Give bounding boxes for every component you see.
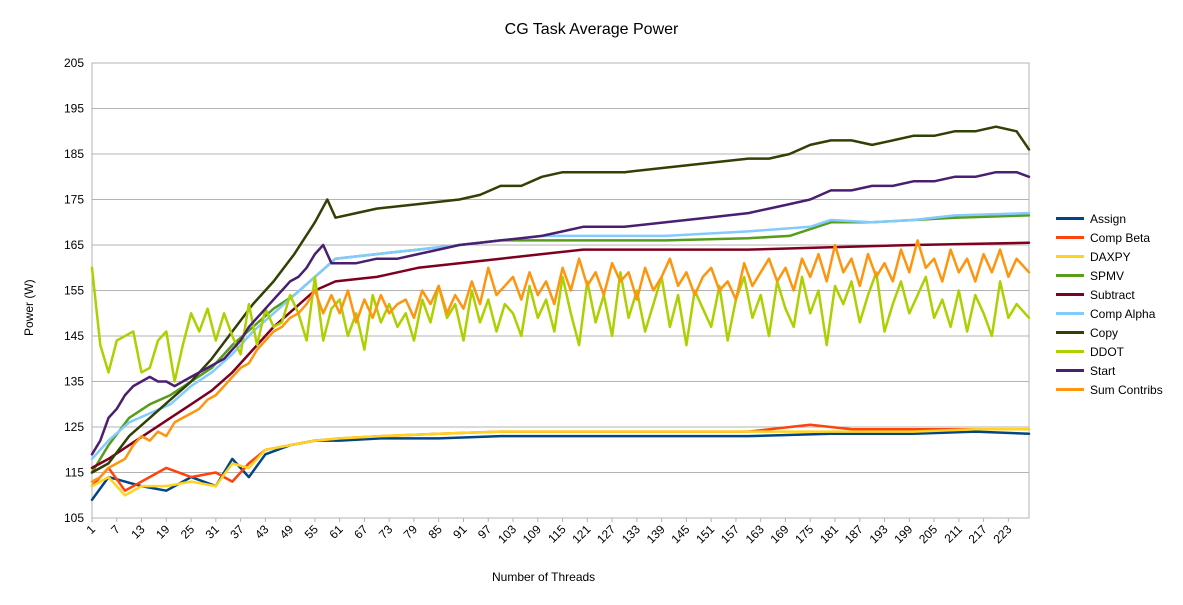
- series-line-assign: [90, 430, 1031, 502]
- y-axis-label: Power (W): [22, 279, 36, 336]
- legend-item: DAXPY: [1056, 247, 1163, 266]
- series-line-daxpy: [90, 428, 1031, 497]
- legend-label: Assign: [1090, 211, 1127, 226]
- y-tick-label: 115: [65, 466, 84, 480]
- legend-label: Subtract: [1090, 287, 1135, 302]
- y-tick-label: 145: [64, 329, 84, 343]
- series-line-ddot: [90, 266, 1031, 383]
- x-tick-label: 127: [594, 522, 618, 546]
- legend-label: Sum Contribs: [1090, 382, 1163, 397]
- series-line-start: [90, 170, 1031, 456]
- legend-swatch: [1056, 369, 1084, 372]
- legend-swatch: [1056, 388, 1084, 391]
- x-tick-label: 115: [545, 522, 569, 546]
- y-tick-label: 135: [64, 375, 84, 389]
- y-tick-label: 195: [64, 102, 84, 116]
- x-tick-label: 91: [450, 522, 470, 542]
- x-tick-label: 49: [277, 522, 297, 542]
- legend-swatch: [1056, 350, 1084, 353]
- legend-swatch: [1056, 274, 1084, 277]
- x-tick-label: 79: [401, 522, 421, 542]
- y-tick-label: 165: [64, 238, 84, 252]
- legend-swatch: [1056, 217, 1084, 220]
- x-tick-label: 25: [178, 522, 198, 542]
- legend-swatch: [1056, 331, 1084, 334]
- x-tick-label: 61: [326, 522, 346, 542]
- plot-area: [91, 62, 1030, 519]
- x-tick-label: 43: [252, 522, 272, 542]
- legend-label: DDOT: [1090, 344, 1124, 359]
- legend-item: Comp Beta: [1056, 228, 1163, 247]
- x-tick-label: 151: [693, 522, 717, 546]
- x-tick-label: 19: [153, 522, 173, 542]
- x-tick-label: 85: [426, 522, 446, 542]
- x-tick-label: 121: [569, 522, 593, 546]
- legend-swatch: [1056, 236, 1084, 239]
- x-axis-label: Number of Threads: [492, 570, 596, 584]
- x-tick-label: 169: [768, 522, 792, 546]
- x-tick-label: 217: [966, 522, 990, 546]
- legend-item: Sum Contribs: [1056, 380, 1163, 399]
- y-tick-label: 185: [64, 147, 84, 161]
- series-line-sum-contribs: [90, 239, 1031, 483]
- legend: Assign Comp Beta DAXPY SPMV Subtract Comp Alp…: [1056, 209, 1163, 399]
- x-tick-label: 139: [644, 522, 668, 546]
- x-tick-label: 205: [916, 522, 940, 546]
- x-tick-label: 73: [376, 522, 396, 542]
- x-tick-label: 67: [351, 522, 371, 542]
- x-tick-label: 187: [842, 522, 866, 546]
- legend-item: Subtract: [1056, 285, 1163, 304]
- x-tick-label: 1: [83, 522, 98, 537]
- legend-label: Comp Alpha: [1090, 306, 1156, 321]
- x-tick-label: 7: [108, 522, 123, 537]
- y-tick-label: 105: [64, 511, 84, 525]
- y-tick-label: 175: [64, 193, 84, 207]
- series-line-copy: [90, 125, 1031, 474]
- x-tick-label: 145: [668, 522, 692, 546]
- x-tick-label: 109: [520, 522, 544, 546]
- x-tick-label: 193: [867, 522, 891, 546]
- x-tick-label: 55: [302, 522, 322, 542]
- series-line-comp-alpha: [90, 211, 1031, 461]
- x-tick-label: 31: [203, 522, 223, 542]
- legend-item: SPMV: [1056, 266, 1163, 285]
- legend-item: DDOT: [1056, 342, 1163, 361]
- x-tick-label: 37: [227, 522, 247, 542]
- x-tick-label: 211: [942, 522, 966, 546]
- legend-swatch: [1056, 255, 1084, 258]
- legend-item: Copy: [1056, 323, 1163, 342]
- x-tick-label: 157: [718, 522, 742, 546]
- legend-item: Comp Alpha: [1056, 304, 1163, 323]
- x-tick-label: 181: [817, 522, 841, 546]
- series-line-subtract: [90, 241, 1031, 470]
- x-tick-label: 97: [475, 522, 495, 542]
- legend-swatch: [1056, 293, 1084, 296]
- legend-label: Copy: [1090, 325, 1119, 340]
- x-tick-label: 199: [891, 522, 915, 546]
- x-tick-label: 133: [619, 522, 643, 546]
- y-tick-label: 205: [64, 56, 84, 70]
- legend-item: Start: [1056, 361, 1163, 380]
- x-tick-label: 103: [495, 522, 519, 546]
- legend-label: DAXPY: [1090, 249, 1131, 264]
- legend-label: SPMV: [1090, 268, 1125, 283]
- x-tick-label: 175: [792, 522, 816, 546]
- legend-swatch: [1056, 312, 1084, 315]
- x-tick-label: 13: [128, 522, 148, 542]
- legend-label: Start: [1090, 363, 1116, 378]
- y-tick-label: 125: [64, 420, 84, 434]
- legend-label: Comp Beta: [1090, 230, 1151, 245]
- chart-title: CG Task Average Power: [504, 21, 679, 38]
- y-tick-label: 155: [64, 284, 84, 298]
- x-tick-label: 223: [990, 522, 1014, 546]
- x-tick-label: 163: [743, 522, 767, 546]
- legend-item: Assign: [1056, 209, 1163, 228]
